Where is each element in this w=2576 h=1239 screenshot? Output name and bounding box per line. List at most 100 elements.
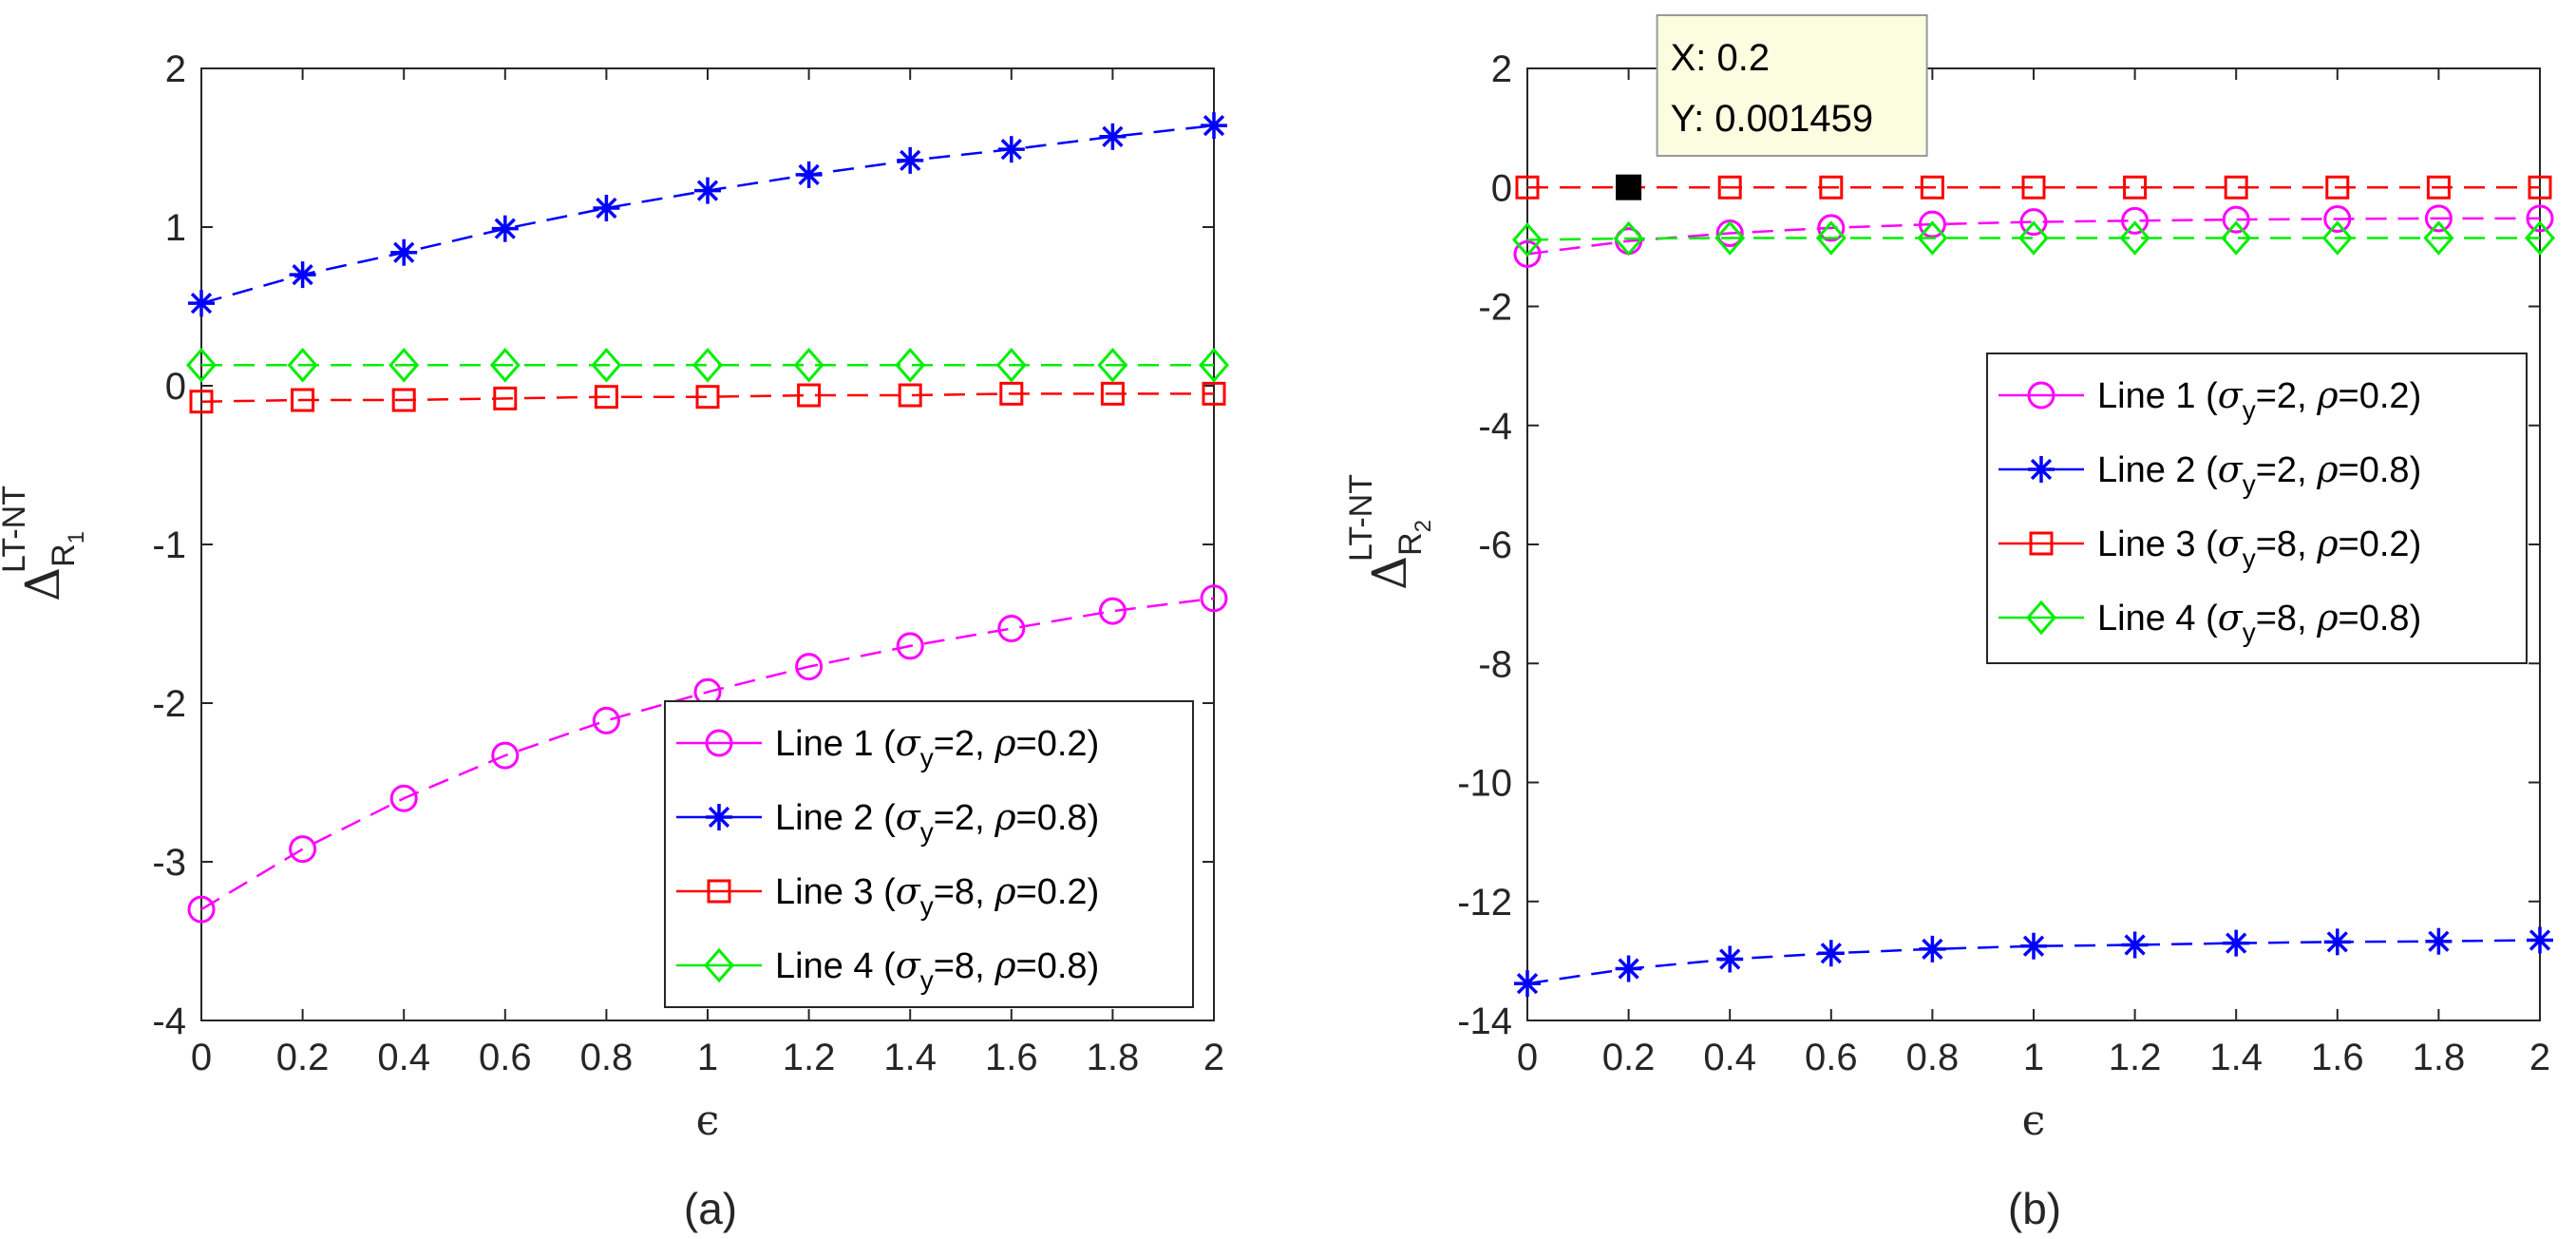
data-point — [997, 615, 1026, 643]
chart-panel-a: 0 0.2 0.4 0.6 0.8 1 1.2 1.4 1.6 1.8 2 -4 -3 -2 -1 0 1 2 ϵ Δ… — [0, 48, 1229, 1233]
x-tick-label: 2 — [1203, 1037, 1224, 1078]
y-axis-label-sup: LT-NT — [1343, 474, 1379, 562]
data-point — [1714, 220, 1746, 256]
data-point — [2528, 175, 2552, 200]
series-line-3 — [189, 381, 1226, 414]
data-point — [186, 348, 217, 383]
legend-entry-1: Line 1 (σy=2, ρ=0.2) — [1998, 374, 2421, 425]
data-point — [592, 706, 620, 734]
legend-entry-1: Line 1 (σy=2, ρ=0.2) — [676, 722, 1099, 772]
x-tick-label: 1.2 — [2109, 1037, 2162, 1078]
data-point — [593, 194, 620, 221]
data-point — [594, 385, 618, 410]
legend-sigma-value: 2 — [2277, 450, 2297, 490]
data-point — [2525, 220, 2555, 256]
data-point — [2424, 204, 2453, 233]
y-axis-label-subsub: 1 — [64, 531, 89, 543]
legend-box — [664, 700, 1194, 1008]
panel-caption: (a) — [684, 1184, 737, 1233]
data-point — [2323, 928, 2351, 956]
series-line-2 — [188, 112, 1227, 317]
legend-entry-2: Line 2 (σy=2, ρ=0.8) — [676, 796, 1099, 847]
series-line-4 — [186, 348, 1229, 383]
x-axis-label: ϵ — [2022, 1096, 2046, 1145]
data-point — [1817, 940, 1845, 967]
data-point — [1615, 955, 1642, 982]
y-tick-label: 0 — [165, 366, 186, 408]
legend-sigma-value: 8 — [2277, 599, 2297, 639]
data-point — [1512, 222, 1543, 257]
data-point — [692, 348, 723, 383]
legend-sigma-value: 8 — [2277, 524, 2297, 564]
data-point — [695, 385, 720, 410]
series-line-3 — [1515, 175, 2552, 200]
data-point — [897, 146, 924, 174]
legend-entry-2: Line 2 (σy=2, ρ=0.8) — [1998, 448, 2421, 499]
legend-rho-value: 0.2 — [2359, 376, 2410, 416]
y-tick-label: -6 — [1478, 524, 1512, 566]
data-tip-y: Y: 0.001459 — [1671, 98, 1874, 140]
y-axis-label-sup: LT-NT — [0, 486, 32, 573]
legend-series-name: Line 2 — [775, 798, 874, 838]
legend-sigma-value: 2 — [955, 798, 975, 838]
data-point — [291, 388, 315, 412]
legend-series-name: Line 3 — [2097, 524, 2196, 564]
x-tick-label: 1.2 — [783, 1037, 836, 1078]
data-point — [1514, 970, 1541, 998]
legend-rho-value: 0.8 — [2359, 599, 2410, 639]
x-tick-label: 0.8 — [580, 1037, 634, 1078]
x-tick-label: 1.8 — [1087, 1037, 1140, 1078]
legend-rho-value: 0.2 — [2359, 524, 2410, 564]
data-point — [390, 238, 418, 266]
data-point — [1200, 584, 1228, 613]
x-tick-label: 0.2 — [1602, 1037, 1656, 1078]
data-point — [2223, 929, 2250, 957]
legend-label: Line 3 (σy=8, ρ=0.2) — [2097, 523, 2421, 573]
legend-rho-value: 0.8 — [1037, 798, 1088, 838]
x-tick-label: 1.4 — [883, 1037, 937, 1078]
legend-swatch-marker — [2029, 531, 2054, 556]
series-path — [200, 392, 1214, 403]
data-point — [2020, 932, 2047, 960]
data-point — [2426, 175, 2451, 200]
data-point — [1815, 220, 1847, 256]
legend-sigma-value: 2 — [955, 724, 975, 764]
series-line-2 — [1514, 926, 2553, 998]
x-tick-label: 0 — [191, 1037, 212, 1078]
y-tick-label: 2 — [165, 48, 186, 90]
legend-label: Line 4 (σy=8, ρ=0.8) — [775, 944, 1099, 995]
data-tip-marker — [1616, 174, 1642, 200]
y-axis-label-base: Δ — [1362, 556, 1417, 590]
series-path — [200, 597, 1215, 911]
x-tick-label: 1.4 — [2209, 1037, 2263, 1078]
data-point — [2121, 931, 2149, 959]
legend-sigma-value: 8 — [955, 946, 975, 986]
x-tick-label: 0.6 — [479, 1037, 532, 1078]
legend-rho-value: 0.8 — [1037, 946, 1088, 986]
legend-series-name: Line 2 — [2097, 450, 2196, 490]
data-tip[interactable]: X: 0.2 Y: 0.001459 — [1616, 14, 1928, 200]
y-tick-label: -2 — [1478, 287, 1512, 329]
data-point — [797, 383, 822, 408]
data-tip-x: X: 0.2 — [1671, 37, 1771, 79]
legend-swatch-marker — [2028, 456, 2055, 483]
data-point — [289, 261, 316, 289]
legend-series-name: Line 1 — [2097, 376, 2196, 416]
x-tick-label: 0.8 — [1906, 1037, 1960, 1078]
data-point — [389, 784, 418, 812]
data-point — [1819, 175, 1844, 200]
legend-swatch-marker — [706, 804, 732, 830]
data-point — [1917, 220, 1948, 256]
data-point — [2325, 175, 2350, 200]
data-point — [388, 348, 420, 383]
data-point — [694, 177, 721, 204]
legend-sigma-value: 8 — [955, 872, 975, 912]
data-point — [997, 136, 1025, 163]
legend-swatch-marker — [704, 947, 734, 983]
data-point — [287, 348, 318, 383]
y-tick-label: -10 — [1457, 763, 1512, 805]
data-point — [1098, 597, 1127, 625]
data-point — [2119, 220, 2150, 256]
legend-rho-value: 0.8 — [2359, 450, 2410, 490]
